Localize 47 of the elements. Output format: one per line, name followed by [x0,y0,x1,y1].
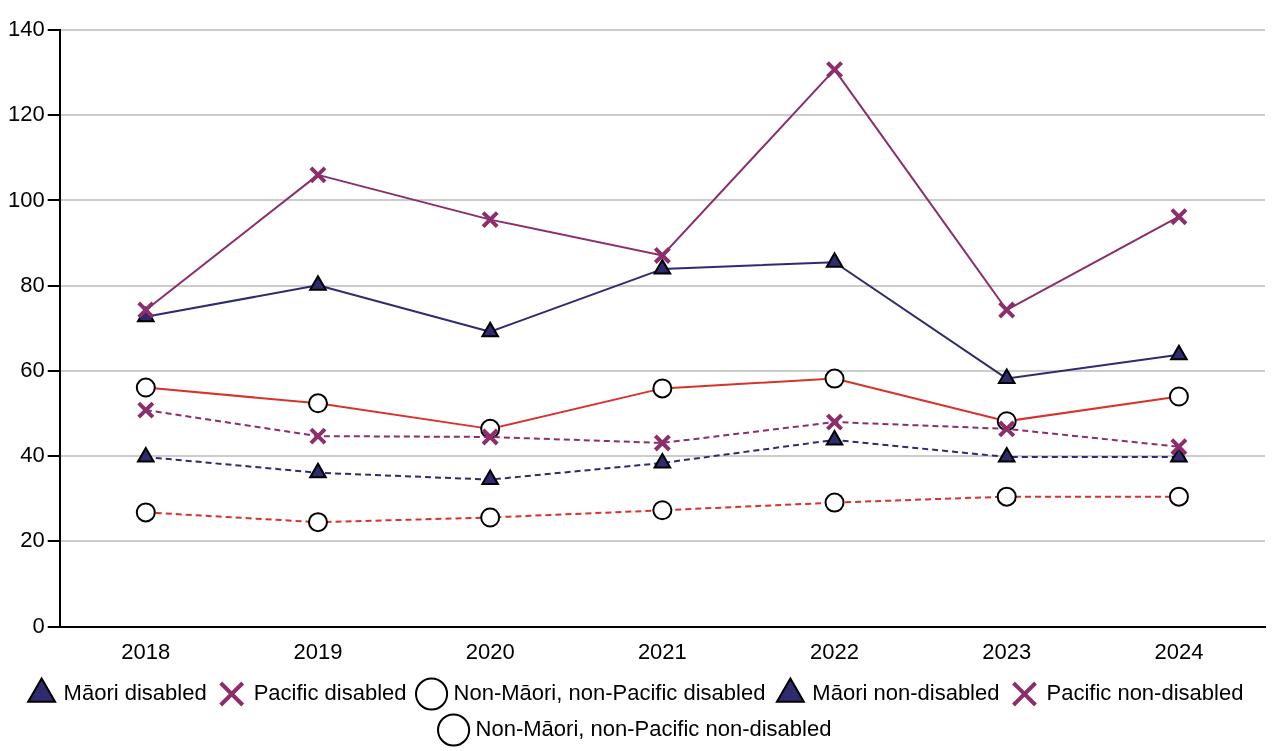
point [136,300,155,320]
x-tick-label: 2019 [293,638,343,664]
point [825,252,844,268]
y-tick-label: 40 [20,442,45,468]
point [1170,344,1188,361]
point [136,401,155,420]
point [481,469,499,486]
point [309,462,327,479]
legend-label: Non-Māori, non-Pacific non-disabled [475,716,832,742]
legend-label: Pacific disabled [253,680,407,706]
point [825,60,844,79]
y-tick-label: 60 [20,356,45,382]
x-tick-label: 2018 [121,638,171,664]
point [308,427,328,446]
point [137,447,155,463]
legend-label: Non-Māori, non-Pacific disabled [453,680,766,706]
point [308,165,328,184]
y-tick-label: 20 [20,527,45,553]
x-tick-label: 2023 [982,638,1032,664]
y-tick-label: 120 [7,101,45,127]
point [481,321,499,338]
x-tick-label: 2022 [810,638,860,664]
point [997,419,1016,438]
point [1169,207,1188,226]
point [481,427,500,447]
y-tick-label: 0 [32,612,45,638]
point [653,246,672,265]
y-tick-label: 100 [7,186,45,212]
point [825,412,844,432]
x-tick-label: 2021 [637,638,687,664]
y-tick-label: 80 [20,271,45,297]
point [997,368,1016,385]
x-tick-label: 2020 [465,638,515,664]
point [653,452,672,469]
legend-label: Pacific non-disabled [1046,680,1244,706]
point [653,259,672,275]
point [481,210,500,229]
legend-label: Māori non-disabled [812,680,1000,706]
y-tick-label: 140 [7,16,45,42]
legend-label: Māori disabled [63,680,207,706]
point [309,275,327,291]
point [825,429,844,446]
point [1169,437,1188,456]
point [997,447,1016,463]
point [997,300,1016,320]
point [653,433,672,452]
x-tick-label: 2024 [1154,638,1204,664]
